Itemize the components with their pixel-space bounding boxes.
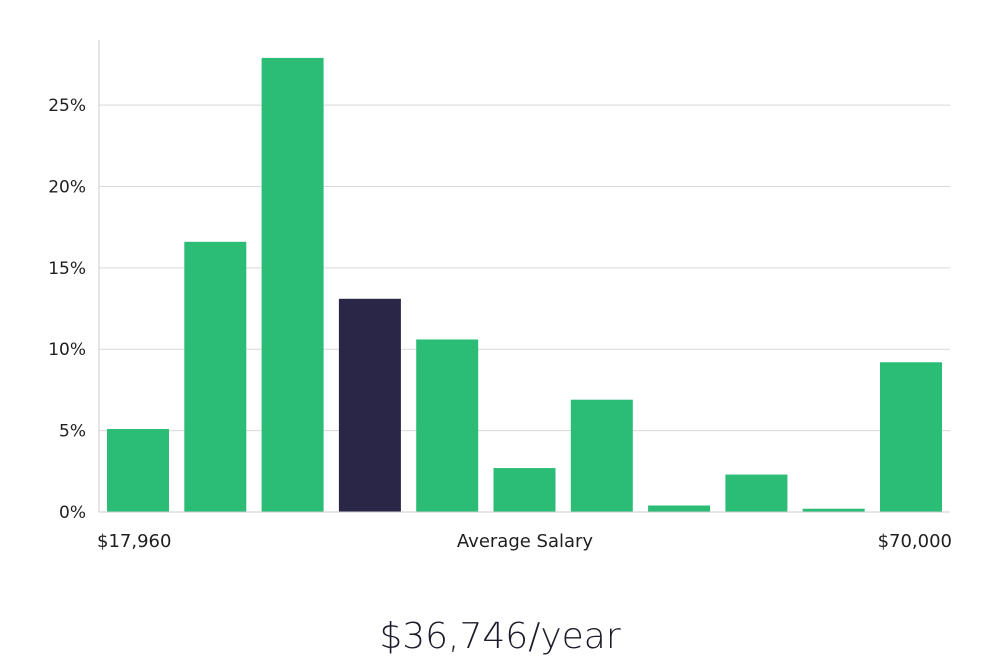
bar [802,508,865,512]
y-tick-label: 5% [59,422,86,442]
bars [107,57,942,513]
bar [493,468,556,512]
x-axis-title: Average Salary [457,531,594,552]
bar [184,241,247,513]
bar [416,339,479,512]
y-tick-label: 15% [48,259,86,279]
y-tick-labels: 0% 5% 10% 15% 20% 25% [48,96,86,523]
bar-highlighted [338,298,401,512]
x-label-max: $70,000 [878,531,952,552]
bar [570,399,633,512]
y-tick-label: 25% [48,96,86,116]
bar [261,57,324,513]
y-tick-label: 0% [59,503,86,523]
average-salary-headline: $36,746/year [379,616,621,657]
bar [107,428,169,512]
x-label-min: $17,960 [97,531,171,552]
y-tick-label: 10% [48,340,86,360]
bar [880,362,942,512]
bar [725,474,788,512]
bar [648,505,711,512]
y-tick-label: 20% [48,177,86,197]
